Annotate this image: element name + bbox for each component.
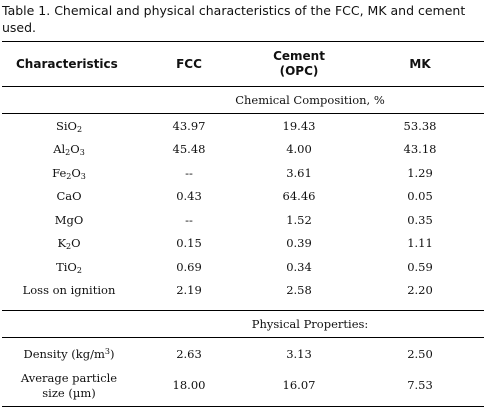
row-label-density: Density (kg/m3) [23,346,115,361]
cell-fcc: 0.15 [176,236,202,251]
cell-cement: 0.39 [286,236,312,251]
cell-mk: 0.05 [407,189,433,204]
header-characteristics: Characteristics [2,41,136,87]
table-row: K2O 0.15 0.39 1.11 [2,232,484,256]
header-mk: MK [356,41,484,87]
header-cement-line1: Cement [273,49,325,63]
cell-mk: 1.11 [407,236,433,251]
cell-cement: 3.61 [286,165,312,180]
table-row: CaO 0.43 64.46 0.05 [2,185,484,209]
row-label: CaO [56,189,82,204]
cell-fcc: 45.48 [172,142,206,157]
cell-fcc: 2.63 [176,346,202,361]
cell-mk: 0.35 [407,212,433,227]
cell-fcc: -- [185,212,193,227]
cell-cement: 3.13 [286,346,312,361]
table-row: Fe2O3 -- 3.61 1.29 [2,161,484,185]
cell-mk: 53.38 [403,118,437,133]
row-label: Fe2O3 [52,165,86,181]
cell-fcc: 2.19 [176,283,202,298]
cell-fcc: 43.97 [172,118,206,133]
cell-fcc: -- [185,165,193,180]
cell-cement: 64.46 [282,189,316,204]
cell-mk: 2.50 [407,346,433,361]
section-divider [2,302,484,311]
section-row-physical: Physical Properties: [2,310,484,338]
table-row: Average particle size (µm) 18.00 16.07 7… [2,365,484,407]
cell-fcc: 0.69 [176,259,202,274]
table-row: SiO2 43.97 19.43 53.38 [2,114,484,138]
cell-fcc: 18.00 [136,365,242,407]
cell-cement: 19.43 [282,118,316,133]
row-label: TiO2 [56,259,82,275]
header-fcc: FCC [136,41,242,87]
section-row-chemical: Chemical Composition, % [2,86,484,114]
row-label: SiO2 [55,118,83,134]
row-label: Al2O3 [53,142,85,158]
characteristics-table: Characteristics FCC Cement (OPC) MK Chem… [2,41,484,407]
cell-cement: 1.52 [286,212,312,227]
cell-cement: 16.07 [242,365,356,407]
table-row: Al2O3 45.48 4.00 43.18 [2,138,484,162]
row-label-particle-size: Average particle size (µm) [2,365,136,407]
cell-cement: 0.34 [286,259,312,274]
row-label: MgO [54,212,84,227]
section-label-physical: Physical Properties: [136,310,484,338]
table-row: MgO -- 1.52 0.35 [2,208,484,232]
cell-cement: 2.58 [286,283,312,298]
header-cement: Cement (OPC) [242,41,356,87]
table-row: Loss on ignition 2.19 2.58 2.20 [2,279,484,303]
cell-mk: 43.18 [403,142,437,157]
cell-cement: 4.00 [286,142,312,157]
header-cement-line2: (OPC) [279,64,319,78]
section-label-chemical: Chemical Composition, % [136,86,484,114]
cell-fcc: 0.43 [176,189,202,204]
header-row: Characteristics FCC Cement (OPC) MK [2,41,484,87]
table-row: TiO2 0.69 0.34 0.59 [2,255,484,279]
cell-mk: 7.53 [356,365,484,407]
cell-mk: 1.29 [407,165,433,180]
cell-mk: 0.59 [407,259,433,274]
table-caption: Table 1. Chemical and physical character… [2,3,466,35]
table-row: Density (kg/m3) 2.63 3.13 2.50 [2,342,484,366]
row-label: K2O [57,236,81,252]
row-label: Loss on ignition [22,283,116,298]
cell-mk: 2.20 [407,283,433,298]
